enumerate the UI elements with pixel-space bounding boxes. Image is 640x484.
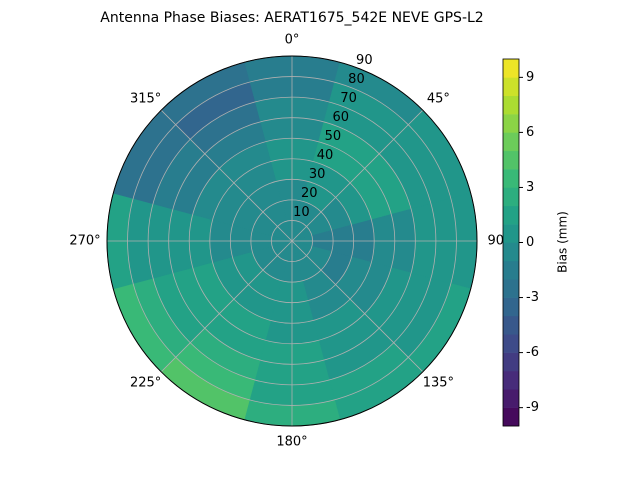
colorbar-segment (503, 95, 519, 115)
colorbar-segment (503, 59, 519, 78)
radial-tick-label: 70 (340, 91, 357, 106)
colorbar-segment (503, 389, 519, 408)
radial-tick-label: 10 (293, 205, 310, 220)
colorbar-label: Bias (mm) (556, 211, 570, 273)
colorbar-segment (503, 77, 519, 96)
chart-title: Antenna Phase Biases: AERAT1675_542E NEV… (100, 10, 483, 26)
radial-tick-label: 90 (356, 53, 373, 68)
colorbar-segment (503, 315, 519, 335)
colorbar-tick-label: -9 (526, 400, 539, 415)
colorbar-tick-label: 6 (526, 125, 534, 140)
radial-tick-label: 20 (301, 186, 318, 201)
angular-tick-label: 45° (427, 91, 450, 106)
polar-frame (106, 55, 478, 427)
angular-tick-label: 0° (285, 33, 300, 48)
colorbar-segment (503, 334, 519, 353)
colorbar-segment (503, 260, 519, 280)
colorbar-tick-label: 9 (526, 70, 534, 85)
colorbar-segment (503, 150, 519, 170)
angular-tick-label: 315° (130, 91, 161, 106)
colorbar-tick-label: 0 (526, 235, 534, 250)
angular-grid-line (291, 240, 424, 373)
colorbar-tick-label: 3 (526, 180, 534, 195)
colorbar-segment (503, 407, 519, 427)
angular-tick-label: 225° (130, 376, 161, 391)
colorbar-segment (503, 242, 519, 262)
colorbar-segment (503, 297, 519, 317)
colorbar-segment (503, 114, 519, 133)
colorbar-segment (503, 352, 519, 372)
radial-tick-label: 40 (317, 148, 334, 163)
radial-tick-label: 80 (348, 72, 365, 87)
colorbar-tick-label: -3 (526, 290, 539, 305)
colorbar-segment (503, 370, 519, 390)
angular-tick-label: 180° (276, 435, 307, 450)
angular-grid-line (160, 109, 293, 242)
colorbar-segment (503, 132, 519, 152)
angular-tick-label: 135° (423, 376, 454, 391)
radial-tick-label: 60 (332, 110, 349, 125)
angular-tick-label: 270° (69, 234, 100, 249)
angular-grid-line (291, 109, 424, 242)
colorbar-segment (503, 224, 519, 243)
radial-tick-label: 30 (309, 167, 326, 182)
radial-tick-label: 50 (325, 129, 342, 144)
colorbar-tick-label: -6 (526, 345, 539, 360)
colorbar-segment (503, 205, 519, 225)
colorbar-segment (503, 279, 519, 298)
colorbar-segment (503, 187, 519, 207)
angular-grid-line (160, 240, 293, 373)
colorbar-segment (503, 169, 519, 188)
